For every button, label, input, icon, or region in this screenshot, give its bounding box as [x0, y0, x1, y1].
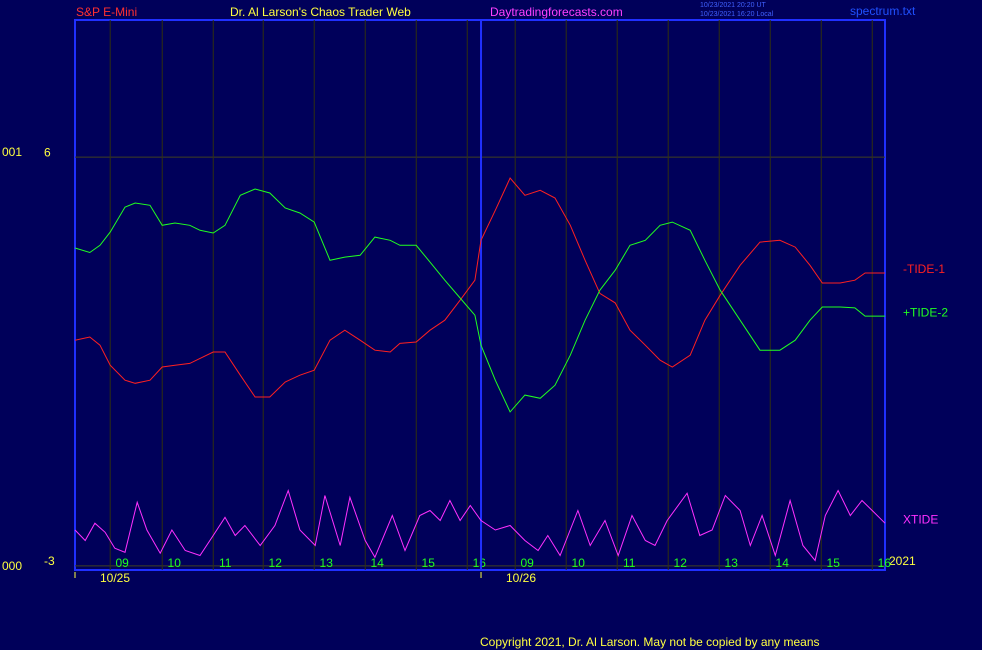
date-label: 10/26: [506, 571, 536, 585]
legend-label: +TIDE-2: [903, 305, 948, 319]
x-tick-label: 14: [776, 556, 790, 570]
file-name: spectrum.txt: [850, 4, 916, 18]
x-tick-label: 13: [320, 556, 334, 570]
legend-label: XTIDE: [903, 512, 938, 526]
left-label: 001: [2, 145, 22, 159]
date-label: 10/25: [100, 571, 130, 585]
series-line: [74, 188, 885, 413]
year: 2021: [889, 554, 916, 568]
instrument: S&P E-Mini: [76, 5, 137, 19]
x-tick-label: 09: [521, 556, 535, 570]
x-tick-label: 13: [725, 556, 739, 570]
series-line: [74, 488, 886, 562]
x-tick-label: 11: [219, 556, 232, 570]
timestamp: 10/23/2021 20:20 UT: [700, 2, 766, 9]
series-line: [74, 177, 885, 398]
x-tick-label: 15: [422, 556, 436, 570]
x-tick-label: 09: [116, 556, 130, 570]
timestamp: 10/23/2021 16:20 Local: [700, 11, 774, 18]
left-label: 000: [2, 559, 22, 573]
x-tick-label: 16: [878, 556, 892, 570]
x-tick-label: 12: [674, 556, 688, 570]
x-tick-label: 14: [371, 556, 385, 570]
x-tick-label: 10: [572, 556, 586, 570]
legend-label: -TIDE-1: [903, 262, 945, 276]
site: Daytradingforecasts.com: [490, 5, 623, 19]
y-tick-label: 6: [44, 145, 51, 159]
y-tick-label: -3: [44, 554, 55, 568]
header-title: Dr. Al Larson's Chaos Trader Web: [230, 5, 411, 19]
x-tick-label: 15: [827, 556, 841, 570]
x-tick-label: 16: [473, 556, 487, 570]
plot-area: [74, 19, 886, 571]
copyright: Copyright 2021, Dr. Al Larson. May not b…: [480, 635, 820, 649]
x-tick-label: 10: [168, 556, 182, 570]
x-tick-label: 11: [623, 556, 636, 570]
x-tick-label: 12: [269, 556, 283, 570]
